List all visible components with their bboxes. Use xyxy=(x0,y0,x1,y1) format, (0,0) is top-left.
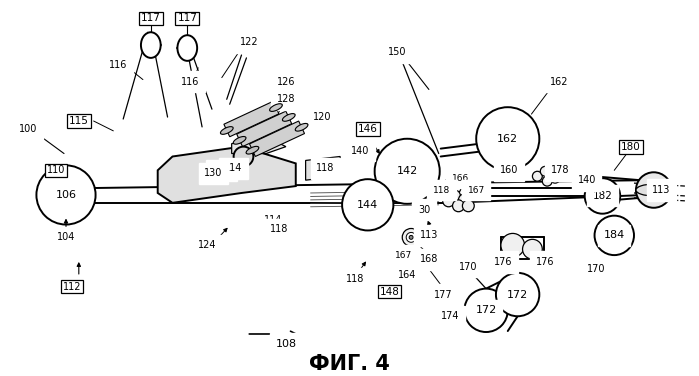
Circle shape xyxy=(375,139,440,204)
Text: 182: 182 xyxy=(593,191,612,201)
Text: 146: 146 xyxy=(358,124,377,134)
Text: 124: 124 xyxy=(198,240,216,250)
Circle shape xyxy=(452,200,464,212)
Text: 172: 172 xyxy=(507,290,528,300)
Circle shape xyxy=(523,240,542,259)
Text: 170: 170 xyxy=(587,264,606,274)
Text: 170: 170 xyxy=(459,262,477,272)
Text: 104: 104 xyxy=(57,232,75,243)
Text: 118: 118 xyxy=(395,272,413,282)
Circle shape xyxy=(496,273,540,316)
Ellipse shape xyxy=(270,104,282,111)
Circle shape xyxy=(464,289,507,332)
Text: 167: 167 xyxy=(468,185,485,194)
Text: 176: 176 xyxy=(493,257,512,267)
Text: 126: 126 xyxy=(277,77,295,86)
Text: 174: 174 xyxy=(441,311,460,321)
Text: 120: 120 xyxy=(313,112,331,122)
Text: 178: 178 xyxy=(551,165,569,175)
Text: 166: 166 xyxy=(452,174,469,183)
Text: 106: 106 xyxy=(55,190,76,200)
Ellipse shape xyxy=(220,127,233,134)
Text: 144: 144 xyxy=(357,200,378,210)
Text: 113: 113 xyxy=(419,230,438,240)
Polygon shape xyxy=(231,137,286,153)
Ellipse shape xyxy=(178,35,197,61)
Text: 114: 114 xyxy=(264,215,282,224)
Ellipse shape xyxy=(233,136,246,144)
Ellipse shape xyxy=(246,146,259,154)
Text: 162: 162 xyxy=(550,77,568,86)
Text: 162: 162 xyxy=(497,134,519,144)
Circle shape xyxy=(476,107,540,170)
Text: 180: 180 xyxy=(621,142,641,152)
Circle shape xyxy=(36,165,96,224)
Text: 110: 110 xyxy=(47,165,65,175)
Circle shape xyxy=(542,176,552,186)
Ellipse shape xyxy=(295,123,308,131)
Text: 122: 122 xyxy=(240,37,259,47)
Polygon shape xyxy=(250,121,305,156)
Text: 176: 176 xyxy=(536,257,554,267)
Circle shape xyxy=(444,177,461,195)
Circle shape xyxy=(463,200,474,212)
Text: 118: 118 xyxy=(346,274,364,284)
Circle shape xyxy=(533,171,542,181)
Text: 117: 117 xyxy=(141,14,161,23)
Circle shape xyxy=(459,194,470,206)
Circle shape xyxy=(409,235,413,240)
Polygon shape xyxy=(224,101,279,137)
Circle shape xyxy=(540,166,550,176)
Text: ФИГ. 4: ФИГ. 4 xyxy=(308,353,389,374)
Text: 116: 116 xyxy=(181,77,199,86)
Text: 115: 115 xyxy=(69,116,89,126)
Text: 116: 116 xyxy=(109,60,127,70)
Circle shape xyxy=(550,173,560,183)
Text: 30: 30 xyxy=(418,205,430,215)
Ellipse shape xyxy=(282,114,295,121)
Text: 130: 130 xyxy=(212,165,231,175)
Text: 177: 177 xyxy=(434,290,453,300)
Circle shape xyxy=(636,172,672,208)
Text: 142: 142 xyxy=(396,166,418,176)
Ellipse shape xyxy=(141,32,161,58)
Polygon shape xyxy=(237,111,291,147)
Text: 118: 118 xyxy=(270,224,288,235)
Ellipse shape xyxy=(636,184,672,196)
Text: 118: 118 xyxy=(433,185,450,194)
Polygon shape xyxy=(158,147,296,203)
Circle shape xyxy=(595,216,634,255)
Text: 148: 148 xyxy=(380,287,399,297)
Text: 160: 160 xyxy=(500,165,518,175)
Text: 117: 117 xyxy=(178,14,197,23)
Text: 114: 114 xyxy=(224,163,243,173)
Circle shape xyxy=(402,229,420,246)
Text: 164: 164 xyxy=(398,270,417,280)
Polygon shape xyxy=(305,156,340,180)
Circle shape xyxy=(449,190,461,202)
Text: 118: 118 xyxy=(316,163,335,173)
Text: 184: 184 xyxy=(604,230,625,240)
Text: 130: 130 xyxy=(204,168,222,178)
Text: 172: 172 xyxy=(475,305,497,315)
Text: 108: 108 xyxy=(275,339,296,349)
Circle shape xyxy=(501,233,524,257)
Circle shape xyxy=(584,178,620,214)
Circle shape xyxy=(442,195,454,207)
Text: 168: 168 xyxy=(419,254,438,264)
Circle shape xyxy=(342,179,394,230)
Text: 140: 140 xyxy=(352,146,370,156)
Text: 112: 112 xyxy=(63,282,81,292)
Text: 150: 150 xyxy=(388,47,407,57)
Text: 128: 128 xyxy=(277,94,295,104)
Text: 113: 113 xyxy=(652,185,671,195)
Circle shape xyxy=(550,168,560,178)
Circle shape xyxy=(406,232,416,242)
Circle shape xyxy=(233,147,253,166)
Text: 140: 140 xyxy=(577,175,596,185)
Text: 100: 100 xyxy=(19,124,37,134)
Text: 167: 167 xyxy=(395,251,412,259)
